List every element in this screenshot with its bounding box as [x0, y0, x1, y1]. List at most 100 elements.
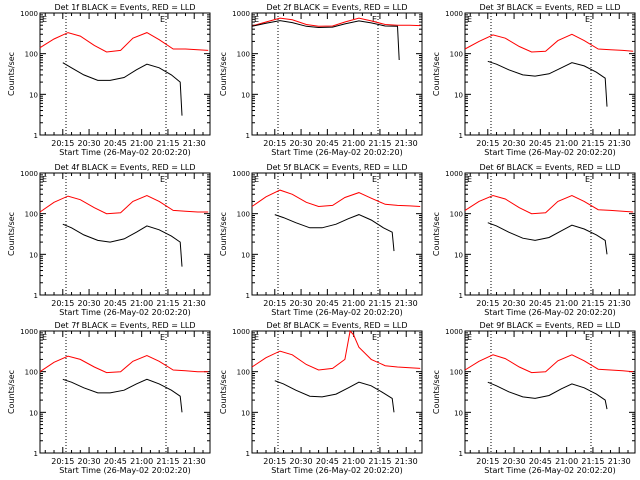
y-tick-label: 10 — [29, 251, 38, 259]
y-axis-label: Counts/sec — [7, 212, 16, 256]
black-series-line — [251, 20, 400, 61]
red-series-line — [39, 354, 209, 374]
y-tick-label: 1000 — [445, 10, 463, 18]
plot-frame — [464, 330, 636, 454]
x-tick-label: 21:15 — [581, 299, 604, 308]
y-tick-label: 1 — [34, 292, 38, 300]
red-series-line — [464, 354, 634, 374]
event-marker-label: E — [254, 333, 259, 342]
y-tick-label: 100 — [450, 211, 463, 219]
x-tick-label: 20:45 — [316, 299, 339, 308]
plot-frame — [251, 172, 423, 296]
y-axis-label: Counts/sec — [432, 52, 441, 96]
x-tick-label: 21:15 — [156, 139, 179, 148]
x-tick-label: 21:15 — [368, 139, 391, 148]
y-tick-label: 10 — [29, 409, 38, 417]
x-tick-label: 21:15 — [581, 139, 604, 148]
x-tick-label: 21:00 — [555, 139, 578, 148]
black-series-line — [62, 378, 183, 413]
x-tick-label: 20:45 — [529, 139, 552, 148]
x-axis-label: Start Time (26-May-02 20:02:20) — [484, 148, 615, 157]
y-tick-label: 1000 — [232, 10, 250, 18]
plot-frame — [251, 330, 423, 454]
y-tick-label: 100 — [450, 369, 463, 377]
panel-title: Det 7f BLACK = Events, RED = LLD — [54, 321, 195, 330]
black-series-line — [62, 223, 183, 267]
event-marker-label: E — [467, 175, 472, 184]
panel-title: Det 8f BLACK = Events, RED = LLD — [266, 321, 407, 330]
red-series-line — [39, 194, 209, 215]
x-tick-label: 21:00 — [130, 139, 153, 148]
x-tick-label: 21:30 — [183, 299, 206, 308]
x-tick-label: 20:15 — [476, 139, 499, 148]
event-marker-label: E — [42, 175, 47, 184]
black-series-line — [274, 380, 395, 413]
panel-title: Det 3f BLACK = Events, RED = LLD — [479, 3, 620, 12]
black-series-line — [487, 60, 608, 107]
y-tick-label: 1 — [246, 292, 250, 300]
y-tick-label: 1 — [34, 450, 38, 458]
x-tick-label: 21:15 — [156, 457, 179, 466]
x-tick-label: 20:15 — [51, 139, 74, 148]
x-tick-label: 21:00 — [555, 299, 578, 308]
y-tick-label: 1 — [459, 132, 463, 140]
x-axis-label: Start Time (26-May-02 20:02:20) — [271, 466, 402, 475]
event-marker-label: E — [467, 15, 472, 24]
black-series-line — [487, 222, 608, 255]
black-series-line — [274, 214, 395, 252]
y-axis-label: Counts/sec — [219, 212, 228, 256]
black-series-line — [487, 381, 608, 410]
x-tick-label: 20:45 — [104, 299, 127, 308]
y-tick-label: 10 — [241, 251, 250, 259]
x-tick-label: 21:15 — [368, 299, 391, 308]
plot-frame — [251, 12, 423, 136]
x-tick-label: 20:45 — [316, 457, 339, 466]
x-tick-label: 21:30 — [183, 457, 206, 466]
x-tick-label: 21:30 — [608, 457, 631, 466]
y-tick-label: 100 — [450, 51, 463, 59]
x-tick-label: 21:00 — [130, 299, 153, 308]
x-tick-label: 21:30 — [183, 139, 206, 148]
red-series-line — [251, 189, 421, 208]
y-tick-label: 1 — [34, 132, 38, 140]
y-tick-label: 10 — [454, 91, 463, 99]
panel-title: Det 1f BLACK = Events, RED = LLD — [54, 3, 195, 12]
y-axis-label: Counts/sec — [7, 370, 16, 414]
x-tick-label: 21:15 — [368, 457, 391, 466]
event-marker-label: E — [42, 15, 47, 24]
x-tick-label: 20:30 — [78, 139, 101, 148]
x-tick-label: 21:30 — [395, 139, 418, 148]
x-tick-label: 21:30 — [608, 139, 631, 148]
y-tick-label: 100 — [237, 211, 250, 219]
x-tick-label: 20:15 — [476, 457, 499, 466]
x-axis-label: Start Time (26-May-02 20:02:20) — [484, 308, 615, 317]
red-series-line — [251, 17, 421, 27]
event-marker-label: E — [372, 175, 377, 184]
event-marker-label: E — [372, 15, 377, 24]
x-tick-label: 20:15 — [51, 299, 74, 308]
y-tick-label: 100 — [25, 369, 38, 377]
x-axis-label: Start Time (26-May-02 20:02:20) — [59, 148, 190, 157]
y-tick-label: 1 — [459, 292, 463, 300]
x-tick-label: 21:00 — [342, 299, 365, 308]
y-axis-label: Counts/sec — [432, 370, 441, 414]
x-tick-label: 21:15 — [156, 299, 179, 308]
event-marker-label: E — [467, 333, 472, 342]
y-axis-label: Counts/sec — [219, 52, 228, 96]
plot-frame — [39, 172, 211, 296]
x-tick-label: 20:45 — [529, 457, 552, 466]
y-tick-label: 1 — [246, 132, 250, 140]
y-tick-label: 1000 — [20, 170, 38, 178]
event-marker-label: E — [372, 333, 377, 342]
x-tick-label: 21:00 — [342, 139, 365, 148]
red-series-line — [251, 329, 421, 371]
x-tick-label: 20:15 — [263, 299, 286, 308]
plot-frame — [39, 330, 211, 454]
y-axis-label: Counts/sec — [7, 52, 16, 96]
y-tick-label: 10 — [454, 251, 463, 259]
event-marker-label: E — [585, 175, 590, 184]
panel-title: Det 6f BLACK = Events, RED = LLD — [479, 163, 620, 172]
event-marker-label: E — [42, 333, 47, 342]
